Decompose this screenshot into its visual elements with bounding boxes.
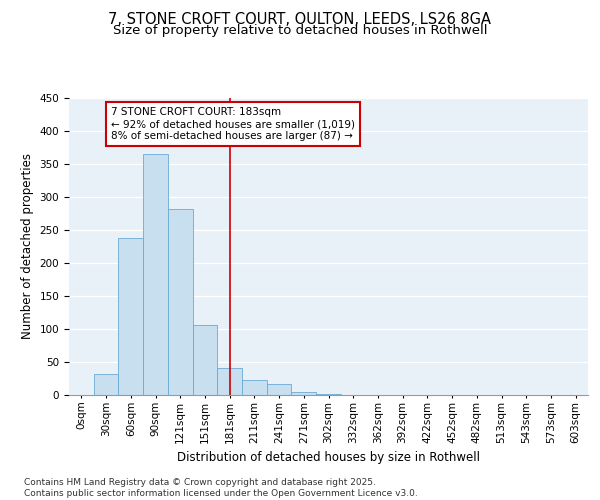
Bar [193,325,217,395]
Text: 7, STONE CROFT COURT, OULTON, LEEDS, LS26 8GA: 7, STONE CROFT COURT, OULTON, LEEDS, LS2… [109,12,491,28]
Bar [168,208,193,395]
Text: Contains HM Land Registry data © Crown copyright and database right 2025.
Contai: Contains HM Land Registry data © Crown c… [24,478,418,498]
Bar [94,374,118,395]
Bar [118,238,143,395]
Bar [143,154,168,395]
Bar [292,392,316,395]
X-axis label: Distribution of detached houses by size in Rothwell: Distribution of detached houses by size … [177,451,480,464]
Bar [316,394,341,395]
Text: Size of property relative to detached houses in Rothwell: Size of property relative to detached ho… [113,24,487,37]
Bar [267,384,292,395]
Y-axis label: Number of detached properties: Number of detached properties [21,153,34,340]
Bar [217,368,242,395]
Bar [242,380,267,395]
Text: 7 STONE CROFT COURT: 183sqm
← 92% of detached houses are smaller (1,019)
8% of s: 7 STONE CROFT COURT: 183sqm ← 92% of det… [111,108,355,140]
